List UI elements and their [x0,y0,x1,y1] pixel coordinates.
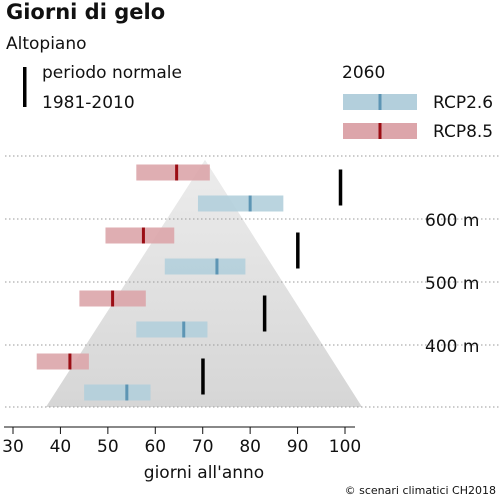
x-tick-label: 70 [192,437,214,457]
rcp26-median-mark [125,384,129,401]
rcp26-range-bar [197,195,284,212]
rcp26-range-bar [164,258,246,275]
legend-rcp85-median [378,123,382,139]
legend-rcp85-label: RCP8.5 [433,122,494,142]
rcp26-median-mark [182,321,186,338]
elevation-tick-label: 600 m [425,211,479,231]
normal-period-mark [201,358,205,395]
x-tick-label: 80 [239,437,261,457]
rcp85-median-mark [141,227,145,244]
legend-normal-line1: periodo normale [42,63,182,83]
rcp85-range-bar [136,164,210,181]
x-tick-label: 50 [97,437,119,457]
x-tick-label: 30 [2,437,24,457]
normal-period-mark [338,169,343,206]
rcp26-range-bar [84,384,151,401]
rcp85-range-bar [36,353,89,370]
rcp85-median-mark [111,290,115,307]
normal-period-mark [296,232,300,269]
x-tick-label: 40 [50,437,72,457]
elevation-tick-label: 400 m [425,337,479,357]
x-axis-label: giorni all'anno [144,463,264,483]
legend-rcp26-median [378,94,382,110]
marks-layer [36,164,343,401]
rcp26-median-mark [248,195,252,212]
legend-layer [23,67,417,139]
legend-normal-swatch [23,67,27,107]
normal-period-mark [262,295,267,332]
chart-subtitle: Altopiano [6,34,87,54]
rcp85-median-mark [68,353,72,370]
x-tick-label: 90 [287,437,309,457]
elevation-tick-label: 500 m [425,274,479,294]
x-tick-label: 100 [329,437,361,457]
legend-rcp26-label: RCP2.6 [433,93,494,113]
legend-year: 2060 [342,63,386,83]
chart-title: Giorni di gelo [6,0,166,24]
rcp26-median-mark [215,258,219,275]
grid-layer [5,155,500,408]
x-tick-label: 60 [144,437,166,457]
rcp85-median-mark [175,164,179,181]
axis-layer: 600 m 500 m 400 m 30 40 50 60 70 80 90 100 giorni a… [2,211,479,483]
rcp85-range-bar [105,227,175,244]
legend-normal-line2: 1981-2010 [42,93,135,113]
rcp26-range-bar [136,321,208,338]
credit-text: © scenari climatici CH2018 [344,484,496,497]
